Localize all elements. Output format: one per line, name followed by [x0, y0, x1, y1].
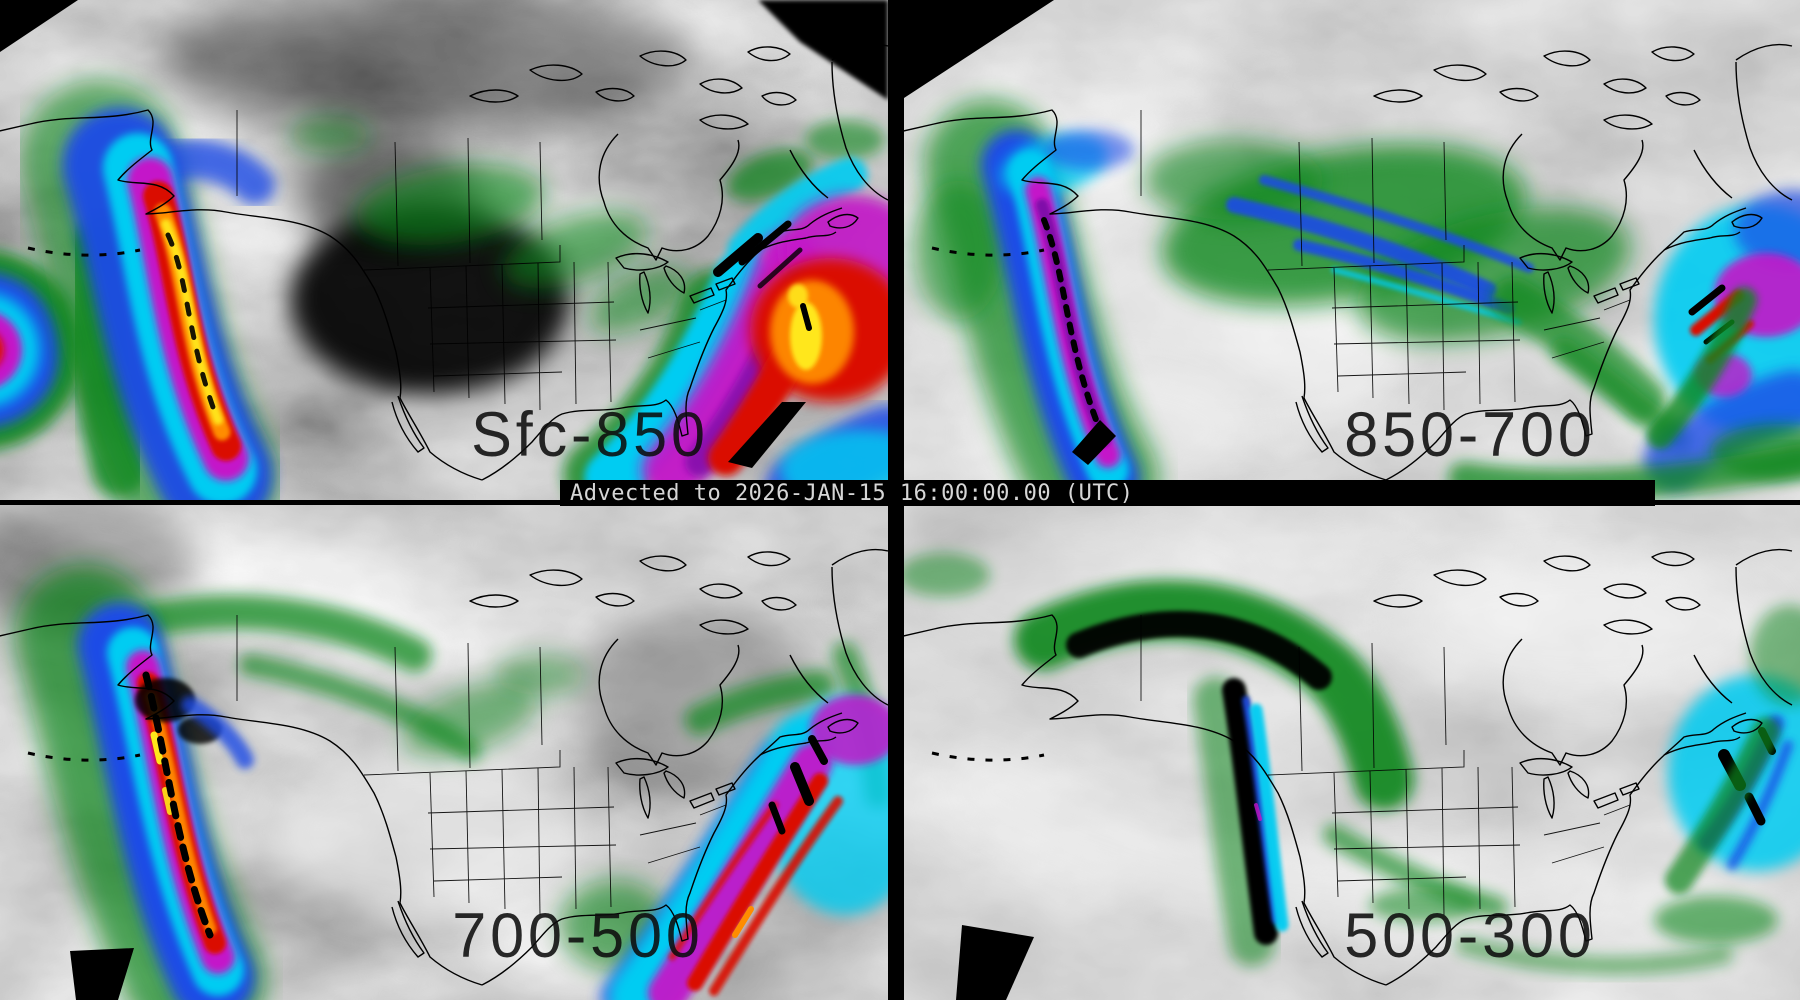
panel-sfc-850: Sfc-850 — [0, 0, 888, 500]
panel-500-300: 500-300 — [904, 505, 1800, 1000]
weather-field-850-700 — [904, 0, 1800, 500]
advected-timestamp-banner: Advected to 2026-JAN-15 16:00:00.00 (UTC… — [560, 480, 1655, 506]
panel-850-700: 850-700 — [904, 0, 1800, 500]
weather-field-500-300 — [904, 505, 1800, 1000]
panel-label-850-700: 850-700 — [1344, 400, 1596, 470]
panel-700-500: 700-500 — [0, 505, 888, 1000]
weather-field-700-500 — [0, 505, 888, 1000]
panel-label-500-300: 500-300 — [1344, 901, 1596, 971]
weather-field-sfc-850 — [0, 0, 888, 500]
panel-label-sfc-850: Sfc-850 — [471, 400, 709, 470]
panel-label-700-500: 700-500 — [452, 901, 704, 971]
advected-timestamp-text: Advected to 2026-JAN-15 16:00:00.00 (UTC… — [570, 480, 1134, 506]
